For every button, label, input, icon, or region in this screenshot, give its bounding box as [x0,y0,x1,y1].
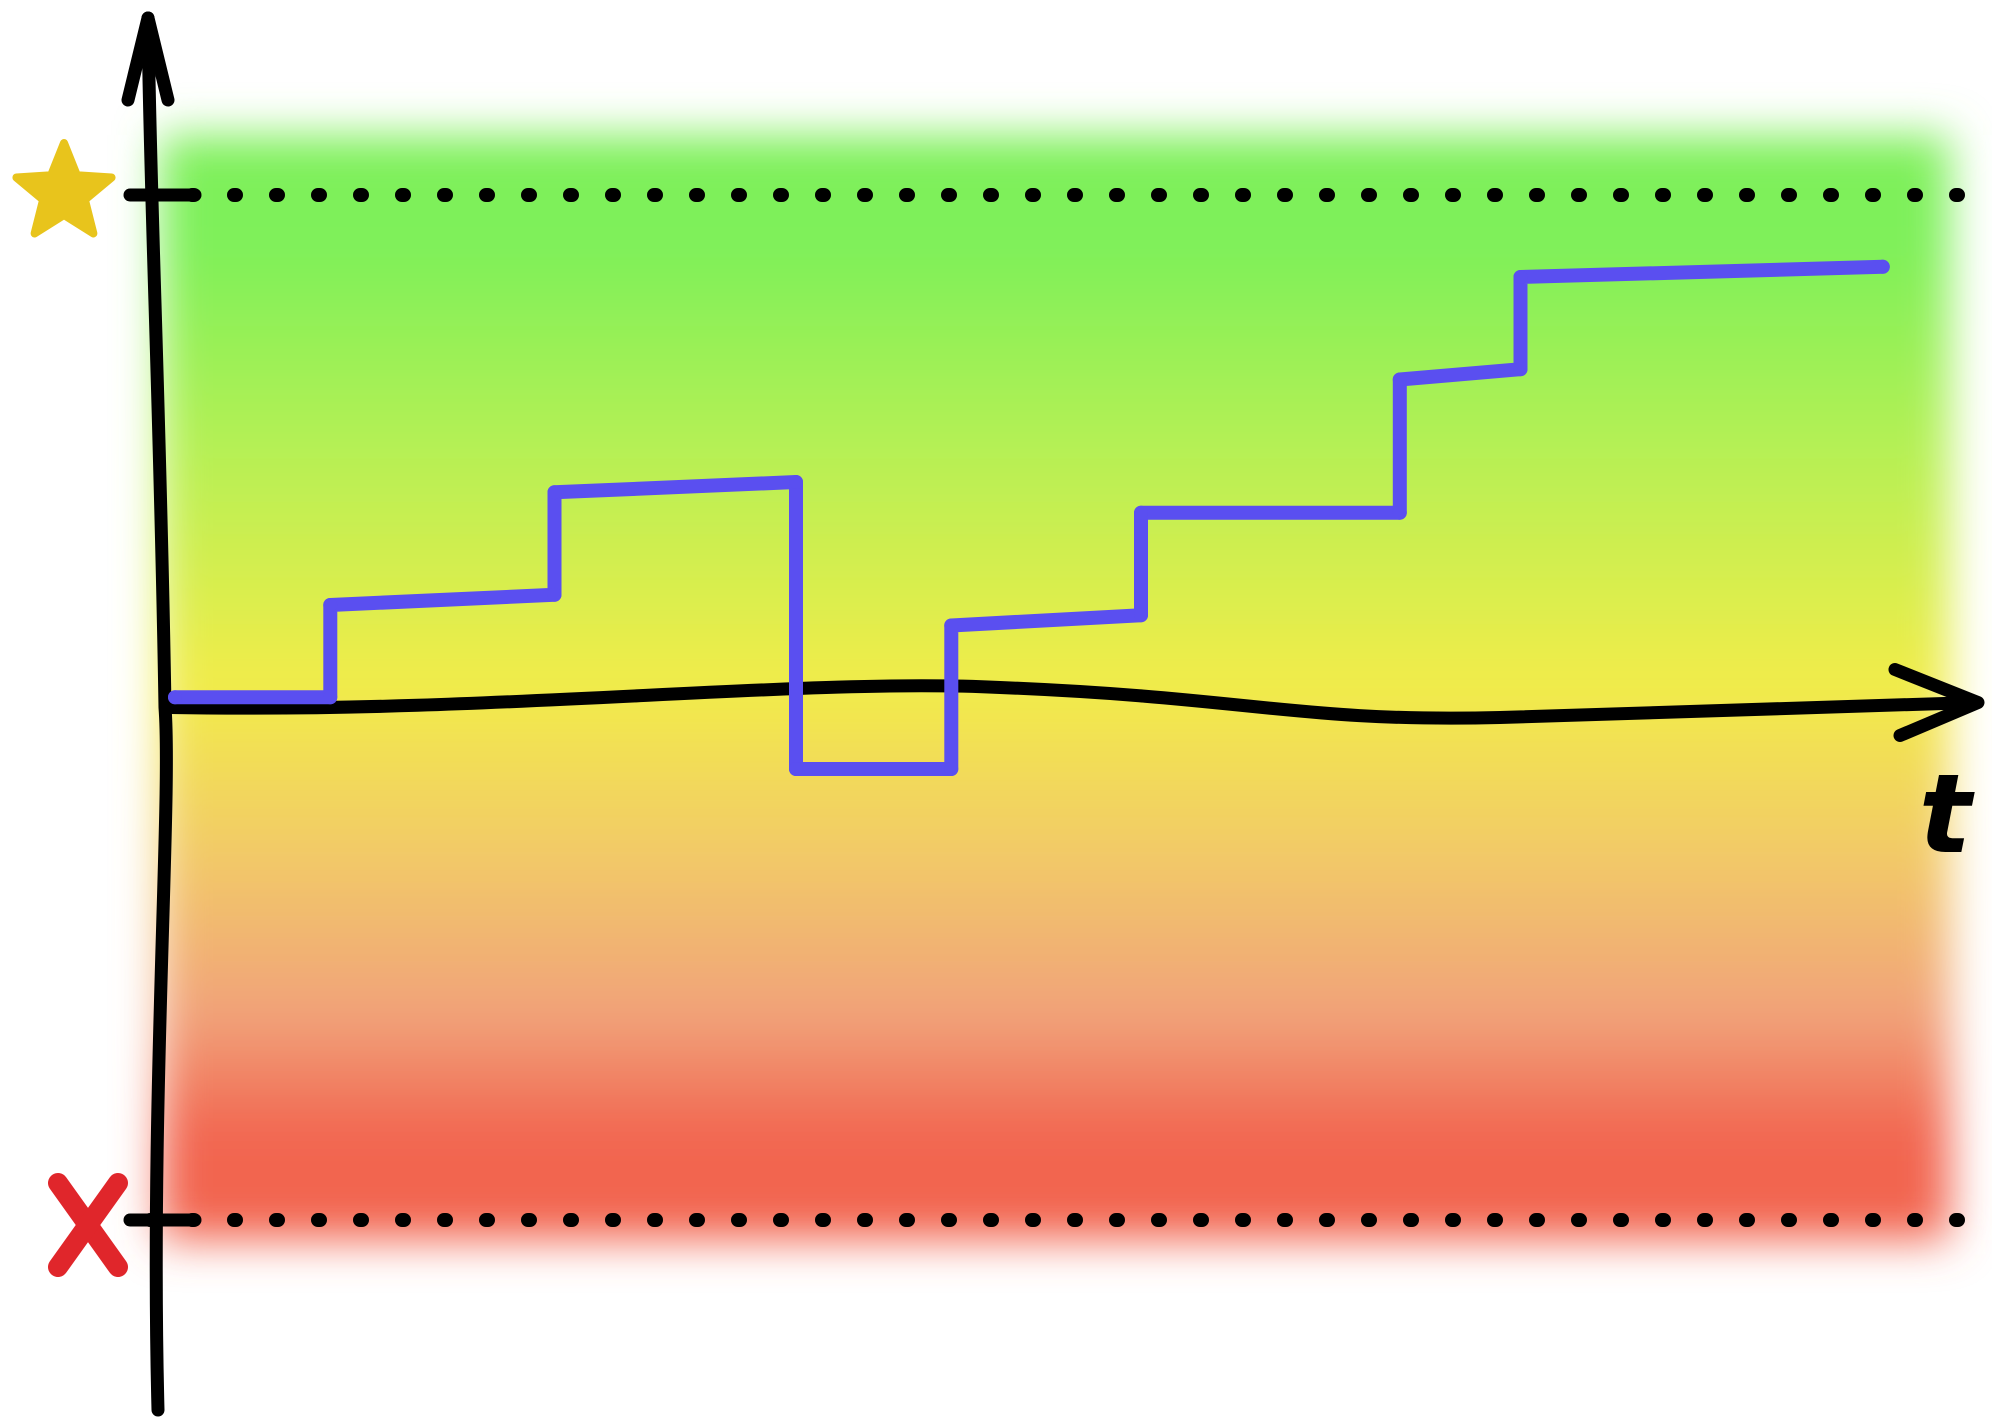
series-0-point-8 [944,618,959,633]
axis-markers [12,139,128,1277]
series-0-point-2 [323,598,338,612]
reference-lines [143,188,1967,1227]
series-0-point-11 [1392,505,1407,520]
series-0-point-10 [1134,505,1148,520]
series-0-point-0 [168,690,182,705]
series-0-point-12 [1392,372,1407,387]
x-axis-label: t [1919,750,1975,878]
series-0-point-4 [547,485,562,500]
series-0-point-5 [789,475,803,489]
series-0-point-1 [323,690,338,705]
x-axis-arrowhead [1888,663,1985,742]
series-0-point-6 [789,762,803,776]
series-0-point-3 [547,587,562,602]
series-0-point-7 [944,762,959,776]
series-0-point-13 [1513,362,1528,377]
series-layer [168,259,1890,776]
series-line-0 [168,259,1890,776]
star-icon [12,139,116,238]
series-0-point-15 [1875,259,1890,274]
y-axis-arrowhead [121,11,175,107]
series-0-point-14 [1513,270,1528,284]
series-0-point-9 [1134,608,1148,623]
cross-icon [48,1173,128,1277]
axes [121,11,1985,1417]
x-axis-line [163,679,1982,725]
